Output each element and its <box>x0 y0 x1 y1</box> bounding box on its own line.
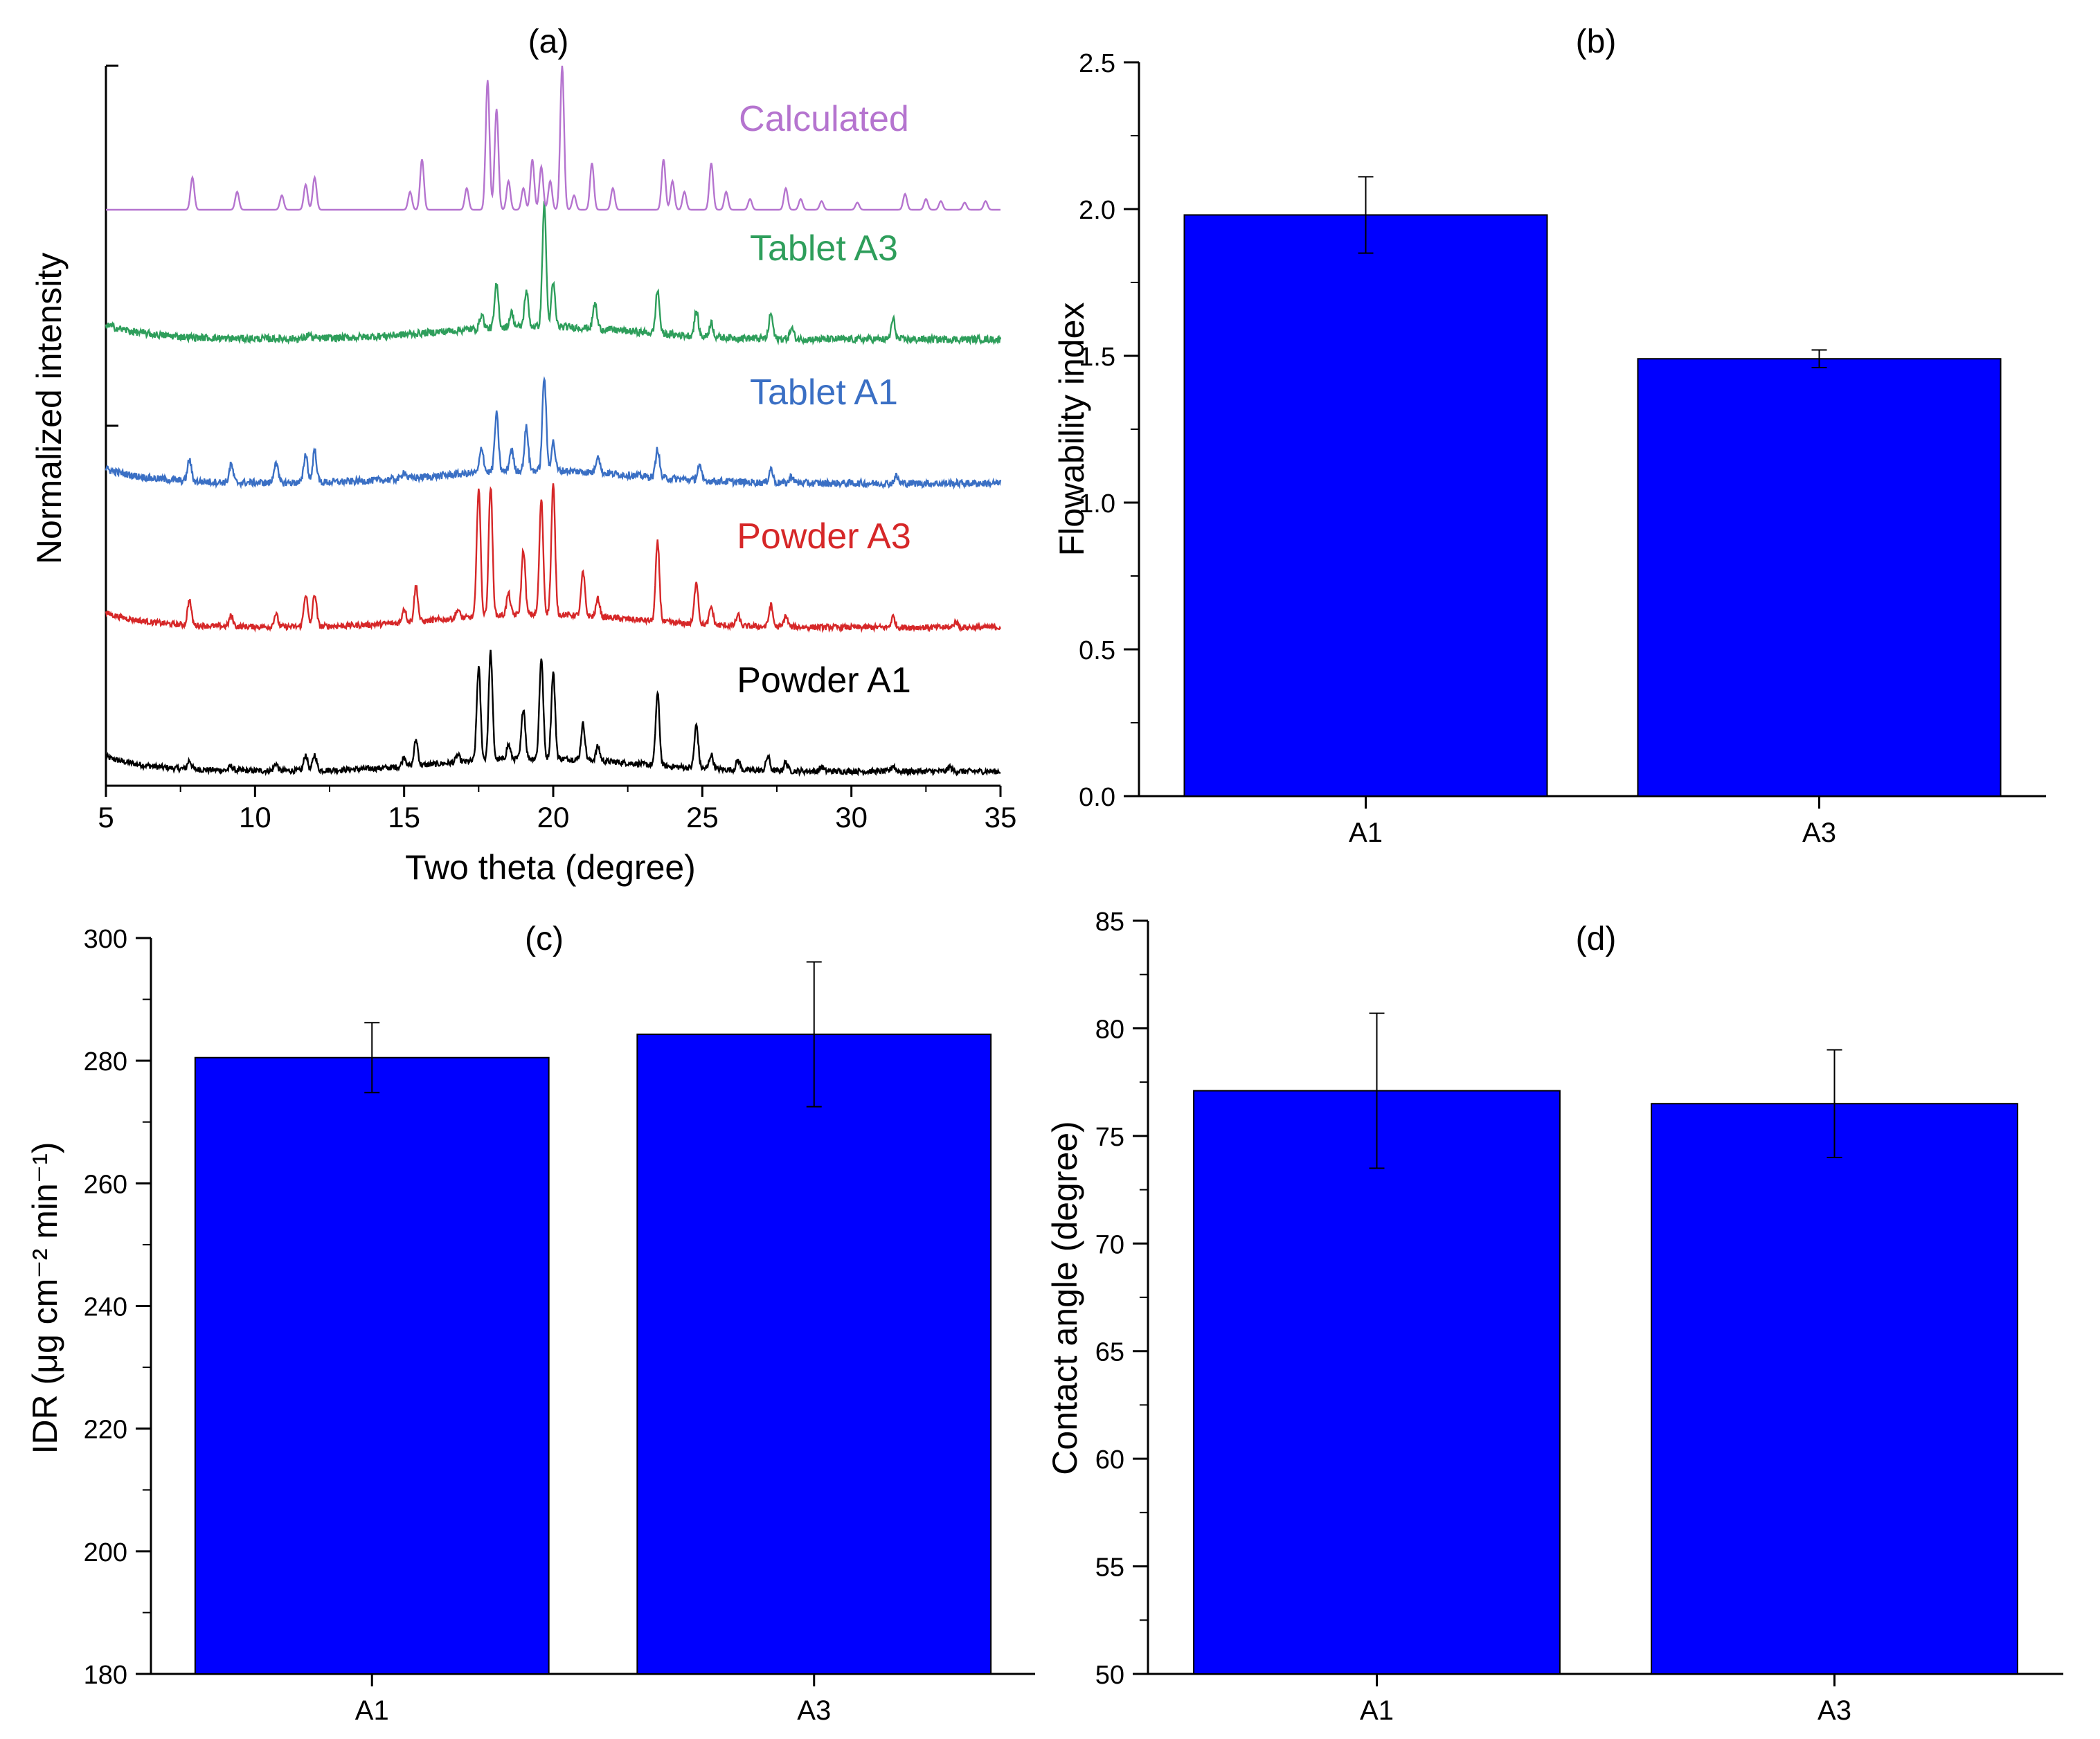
panel-b-y-axis-title: Flowability index <box>1052 303 1091 557</box>
y-tick-label: 2.0 <box>1079 196 1115 225</box>
panel-d-plot-area: 50 55 60 65 70 75 80 85 A1 A3 <box>1095 908 2063 1726</box>
y-tick-label: 180 <box>84 1661 127 1690</box>
y-tick-label: 1.0 <box>1079 489 1115 519</box>
panel-a-x-tick-label: 30 <box>835 801 868 834</box>
panel-d-y-axis-title: Contact angle (degree) <box>1045 1121 1084 1475</box>
panel-d-contact-angle-chart: (d) 50 55 60 65 70 75 80 85 A1 A3 Contact angle (… <box>1045 908 2063 1726</box>
panel-a-x-tick-label: 15 <box>388 801 420 834</box>
y-tick-label: 0.5 <box>1079 636 1115 665</box>
panel-b-label: (b) <box>1576 24 1617 60</box>
y-tick-label: 85 <box>1095 908 1124 937</box>
panel-c-idr-chart: (c) 180 200 220 240 260 280 300 A1 A3 IDR (μg cm… <box>26 921 1035 1726</box>
panel-a-series-group <box>105 65 1002 777</box>
panel-c-label: (c) <box>525 921 564 957</box>
y-tick-label: 50 <box>1095 1661 1124 1690</box>
panel-a-series-labels: Powder A1 Powder A3 Tablet A1 Tablet A3 Calc… <box>737 99 911 701</box>
panel-a-y-axis-title: Normalized intensity <box>30 253 69 564</box>
panel-c-plot-area: 180 200 220 240 260 280 300 A1 A3 <box>84 925 1035 1726</box>
bar-a3 <box>636 1034 992 1675</box>
x-tick-label-a1: A1 <box>1349 818 1383 848</box>
x-tick-label-a3: A3 <box>1802 818 1836 848</box>
y-tick-label: 1.5 <box>1079 343 1115 372</box>
y-tick-label: 0.0 <box>1079 783 1115 812</box>
y-tick-label: 300 <box>84 925 127 954</box>
series-label-calculated: Calculated <box>739 99 909 139</box>
y-tick-label: 70 <box>1095 1230 1124 1259</box>
y-tick-label: 65 <box>1095 1338 1124 1367</box>
bar-a1 <box>194 1056 550 1675</box>
panel-a-label: (a) <box>528 24 569 60</box>
y-tick-label: 60 <box>1095 1445 1124 1475</box>
bar-a3 <box>1637 358 2002 797</box>
y-tick-label: 55 <box>1095 1553 1124 1583</box>
y-tick-label: 200 <box>84 1538 127 1567</box>
xrd-line-tablet-a1 <box>105 376 1002 490</box>
xrd-line-powder-a3 <box>105 483 1002 633</box>
panel-d-label: (d) <box>1576 921 1617 957</box>
panel-b-plot-area: 0.0 0.5 1.0 1.5 2.0 2.5 A1 A3 <box>1079 49 2046 848</box>
y-tick-label: 240 <box>84 1293 127 1322</box>
x-tick-label-a3: A3 <box>797 1695 831 1726</box>
series-label-tablet-a1: Tablet A1 <box>750 372 898 413</box>
y-tick-label: 260 <box>84 1170 127 1199</box>
panel-a-x-tick-label: 10 <box>239 801 271 834</box>
panel-b-flowability-chart: (b) 0.0 0.5 1.0 1.5 2.0 2.5 A1 A3 Flowability i… <box>1052 24 2046 848</box>
x-tick-label-a3: A3 <box>1818 1695 1851 1726</box>
bar-a1 <box>1193 1090 1561 1675</box>
panel-c-y-axis-title: IDR (μg cm⁻² min⁻¹) <box>26 1142 64 1454</box>
y-tick-label: 280 <box>84 1047 127 1076</box>
x-tick-label-a1: A1 <box>1360 1695 1394 1726</box>
panel-a-x-tick-label: 35 <box>985 801 1017 834</box>
panel-a-x-axis-title: Two theta (degree) <box>405 848 696 887</box>
x-tick-label-a1: A1 <box>355 1695 389 1726</box>
panel-a-xrd-chart: (a) 5 10 15 20 25 30 35 Powder A1 Powder A3 Tabl… <box>30 24 1016 887</box>
bar-a1 <box>1183 214 1548 798</box>
xrd-line-tablet-a3 <box>105 201 1002 346</box>
series-label-tablet-a3: Tablet A3 <box>750 228 898 269</box>
y-tick-label: 80 <box>1095 1015 1124 1044</box>
bar-a3 <box>1651 1103 2018 1675</box>
series-label-powder-a1: Powder A1 <box>737 660 911 701</box>
xrd-line-calculated <box>106 65 1000 211</box>
panel-a-x-tick-label: 20 <box>537 801 570 834</box>
panel-a-axes: 5 10 15 20 25 30 35 <box>98 64 1017 834</box>
panel-a-x-tick-label: 5 <box>98 801 114 834</box>
y-tick-label: 75 <box>1095 1123 1124 1152</box>
y-tick-label: 220 <box>84 1416 127 1445</box>
xrd-line-powder-a1 <box>105 649 1001 777</box>
y-tick-label: 2.5 <box>1079 49 1115 78</box>
panel-a-x-tick-label: 25 <box>686 801 719 834</box>
series-label-powder-a3: Powder A3 <box>737 516 911 557</box>
